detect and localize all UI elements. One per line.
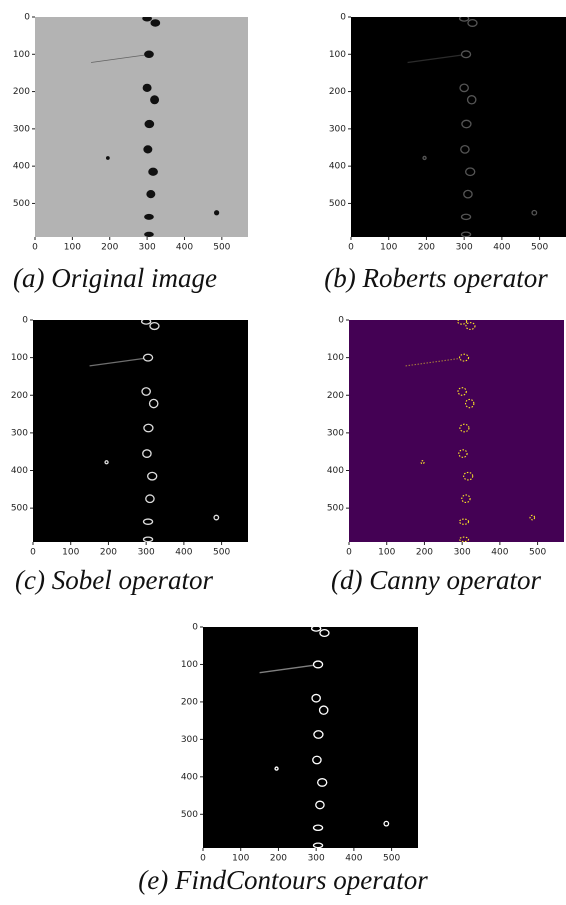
y-tick-label: 400	[11, 466, 28, 476]
x-tick-label: 0	[32, 243, 38, 253]
y-tick-label: 200	[13, 87, 30, 97]
x-tick-label: 100	[378, 548, 395, 558]
image-background	[33, 320, 248, 542]
image	[351, 16, 566, 237]
x-tick-label: 200	[416, 548, 433, 558]
y-tick-label: 100	[13, 50, 30, 60]
caption: (a) Original image	[13, 263, 217, 293]
y-tick-label: 500	[13, 199, 30, 209]
y-tick-label: 100	[11, 353, 28, 363]
image	[349, 319, 564, 542]
x-tick-label: 400	[493, 243, 510, 253]
y-tick-label: 500	[181, 810, 198, 820]
caption: (b) Roberts operator	[324, 263, 548, 293]
y-tick-label: 300	[181, 735, 198, 745]
y-tick-label: 0	[192, 623, 198, 633]
x-tick-label: 0	[346, 548, 352, 558]
figure: 0 100 200 300 400 500 0 100 200 300 400 500 (a) Orig…	[0, 0, 566, 900]
y-tick-label: 500	[329, 199, 346, 209]
x-tick-label: 100	[380, 243, 397, 253]
x-tick-label: 400	[345, 854, 362, 864]
x-tick-label: 0	[30, 548, 36, 558]
y-tick-label: 0	[24, 13, 30, 23]
x-tick-label: 500	[213, 243, 230, 253]
y-tick-label: 400	[13, 162, 30, 172]
y-tick-label: 400	[329, 162, 346, 172]
x-tick-label: 0	[200, 854, 206, 864]
y-tick-label: 300	[13, 124, 30, 134]
image-background	[351, 17, 566, 237]
image	[35, 16, 248, 237]
y-tick-label: 0	[338, 316, 344, 326]
panel: 0 100 200 300 400 500 0 100 200 300 400 500 (b) Robe…	[324, 13, 566, 294]
x-tick-label: 300	[138, 548, 155, 558]
image	[203, 626, 418, 848]
image	[33, 319, 248, 542]
y-tick-label: 100	[327, 353, 344, 363]
y-tick-label: 300	[329, 124, 346, 134]
y-tick-label: 200	[329, 87, 346, 97]
y-tick-label: 400	[181, 772, 198, 782]
y-tick-label: 300	[11, 428, 28, 438]
x-tick-label: 100	[232, 854, 249, 864]
x-tick-label: 400	[175, 548, 192, 558]
x-tick-label: 500	[213, 548, 230, 558]
x-tick-label: 100	[62, 548, 79, 558]
panel: 0 100 200 300 400 500 0 100 200 300 400 500 (a) Orig…	[13, 13, 248, 294]
y-tick-label: 100	[329, 50, 346, 60]
x-tick-label: 300	[456, 243, 473, 253]
y-tick-label: 0	[22, 316, 28, 326]
image-background	[35, 17, 248, 237]
caption: (e) FindContours operator	[138, 865, 428, 895]
image-background	[349, 320, 564, 542]
x-tick-label: 100	[64, 243, 81, 253]
panel: 0 100 200 300 400 500 0 100 200 300 400 500 (d) Cann…	[327, 316, 564, 596]
x-tick-label: 200	[418, 243, 435, 253]
x-tick-label: 300	[139, 243, 156, 253]
caption: (d) Canny operator	[331, 565, 541, 595]
x-tick-label: 500	[531, 243, 548, 253]
x-tick-label: 300	[308, 854, 325, 864]
y-tick-label: 200	[11, 391, 28, 401]
x-tick-label: 500	[529, 548, 546, 558]
caption: (c) Sobel operator	[15, 565, 213, 595]
y-tick-label: 400	[327, 466, 344, 476]
y-tick-label: 100	[181, 660, 198, 670]
x-tick-label: 400	[491, 548, 508, 558]
x-tick-label: 500	[383, 854, 400, 864]
x-tick-label: 300	[454, 548, 471, 558]
y-tick-label: 500	[327, 504, 344, 514]
y-tick-label: 200	[327, 391, 344, 401]
x-tick-label: 400	[176, 243, 193, 253]
y-tick-label: 500	[11, 504, 28, 514]
x-tick-label: 0	[348, 243, 354, 253]
image-background	[203, 627, 418, 848]
x-tick-label: 200	[270, 854, 287, 864]
x-tick-label: 200	[101, 243, 118, 253]
y-tick-label: 200	[181, 697, 198, 707]
y-tick-label: 300	[327, 428, 344, 438]
x-tick-label: 200	[100, 548, 117, 558]
y-tick-label: 0	[340, 13, 346, 23]
